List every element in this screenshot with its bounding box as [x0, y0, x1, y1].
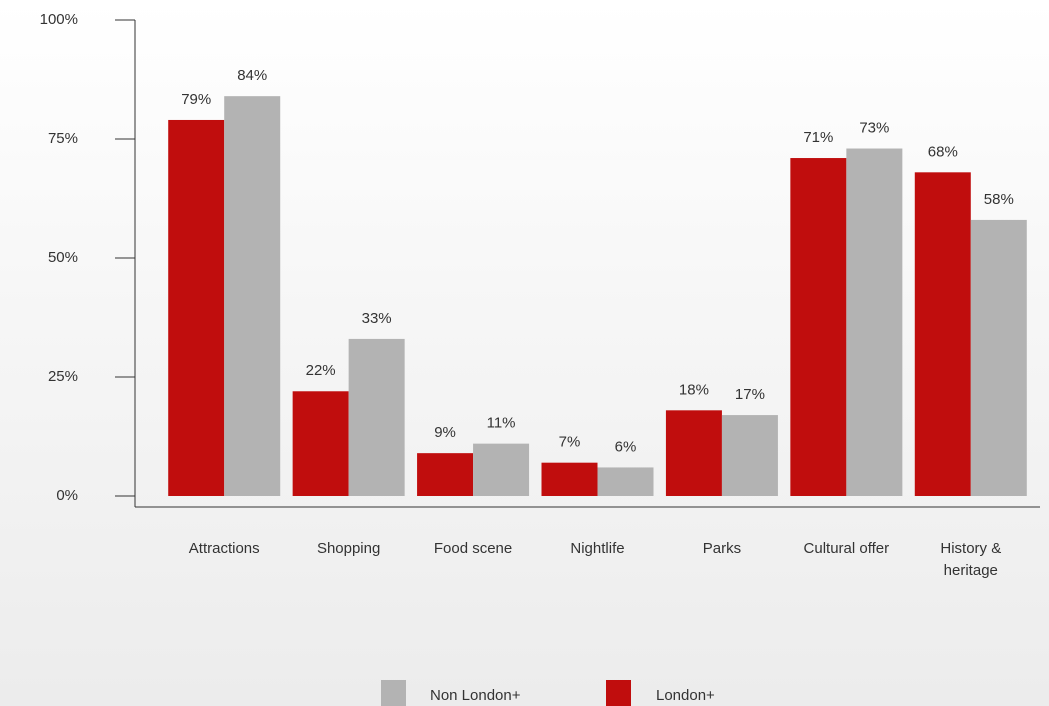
bar — [915, 172, 971, 496]
value-label: 22% — [306, 362, 336, 379]
bar — [293, 391, 349, 496]
value-label: 68% — [928, 143, 958, 160]
y-tick-label: 25% — [48, 368, 78, 385]
x-tick-label: Shopping — [304, 538, 394, 560]
y-tick-label: 0% — [56, 487, 78, 504]
x-tick-label: Food scene — [428, 538, 518, 560]
bar — [598, 467, 654, 496]
value-label: 71% — [803, 129, 833, 146]
bar — [473, 444, 529, 496]
legend-swatch — [606, 680, 631, 706]
bar — [168, 120, 224, 496]
value-label: 58% — [984, 191, 1014, 208]
x-tick-label: History & heritage — [926, 538, 1016, 582]
x-tick-label: Nightlife — [553, 538, 643, 560]
bar — [666, 410, 722, 496]
value-label: 79% — [181, 91, 211, 108]
chart-svg: 0% 25% 50% 75% 100% 79% 84% 22% 33% 9% 11% 7% 6% 18% 1… — [0, 0, 1049, 706]
value-label: 7% — [559, 434, 581, 451]
y-tick-label: 75% — [48, 130, 78, 147]
bar — [722, 415, 778, 496]
x-tick-label: Cultural offer — [801, 538, 891, 560]
y-tick-label: 100% — [40, 11, 78, 28]
bar — [971, 220, 1027, 496]
bar — [846, 149, 902, 496]
bar — [349, 339, 405, 496]
bar — [417, 453, 473, 496]
bar — [224, 96, 280, 496]
value-label: 6% — [615, 438, 637, 455]
bar — [542, 463, 598, 496]
value-label: 73% — [859, 119, 889, 136]
y-tick-label: 50% — [48, 249, 78, 266]
value-label: 18% — [679, 381, 709, 398]
legend-label: Non London+ — [430, 687, 521, 704]
x-tick-label: Parks — [677, 538, 767, 560]
value-label: 9% — [434, 424, 456, 441]
x-tick-label: Attractions — [179, 538, 269, 560]
chart: 0% 25% 50% 75% 100% 79% 84% 22% 33% 9% 11% 7% 6% 18% 1… — [0, 0, 1049, 706]
value-label: 33% — [362, 310, 392, 327]
value-label: 84% — [237, 67, 267, 84]
bar — [790, 158, 846, 496]
legend-label: London+ — [656, 687, 715, 704]
value-label: 17% — [735, 386, 765, 403]
value-label: 11% — [487, 415, 516, 432]
legend-swatch — [381, 680, 406, 706]
